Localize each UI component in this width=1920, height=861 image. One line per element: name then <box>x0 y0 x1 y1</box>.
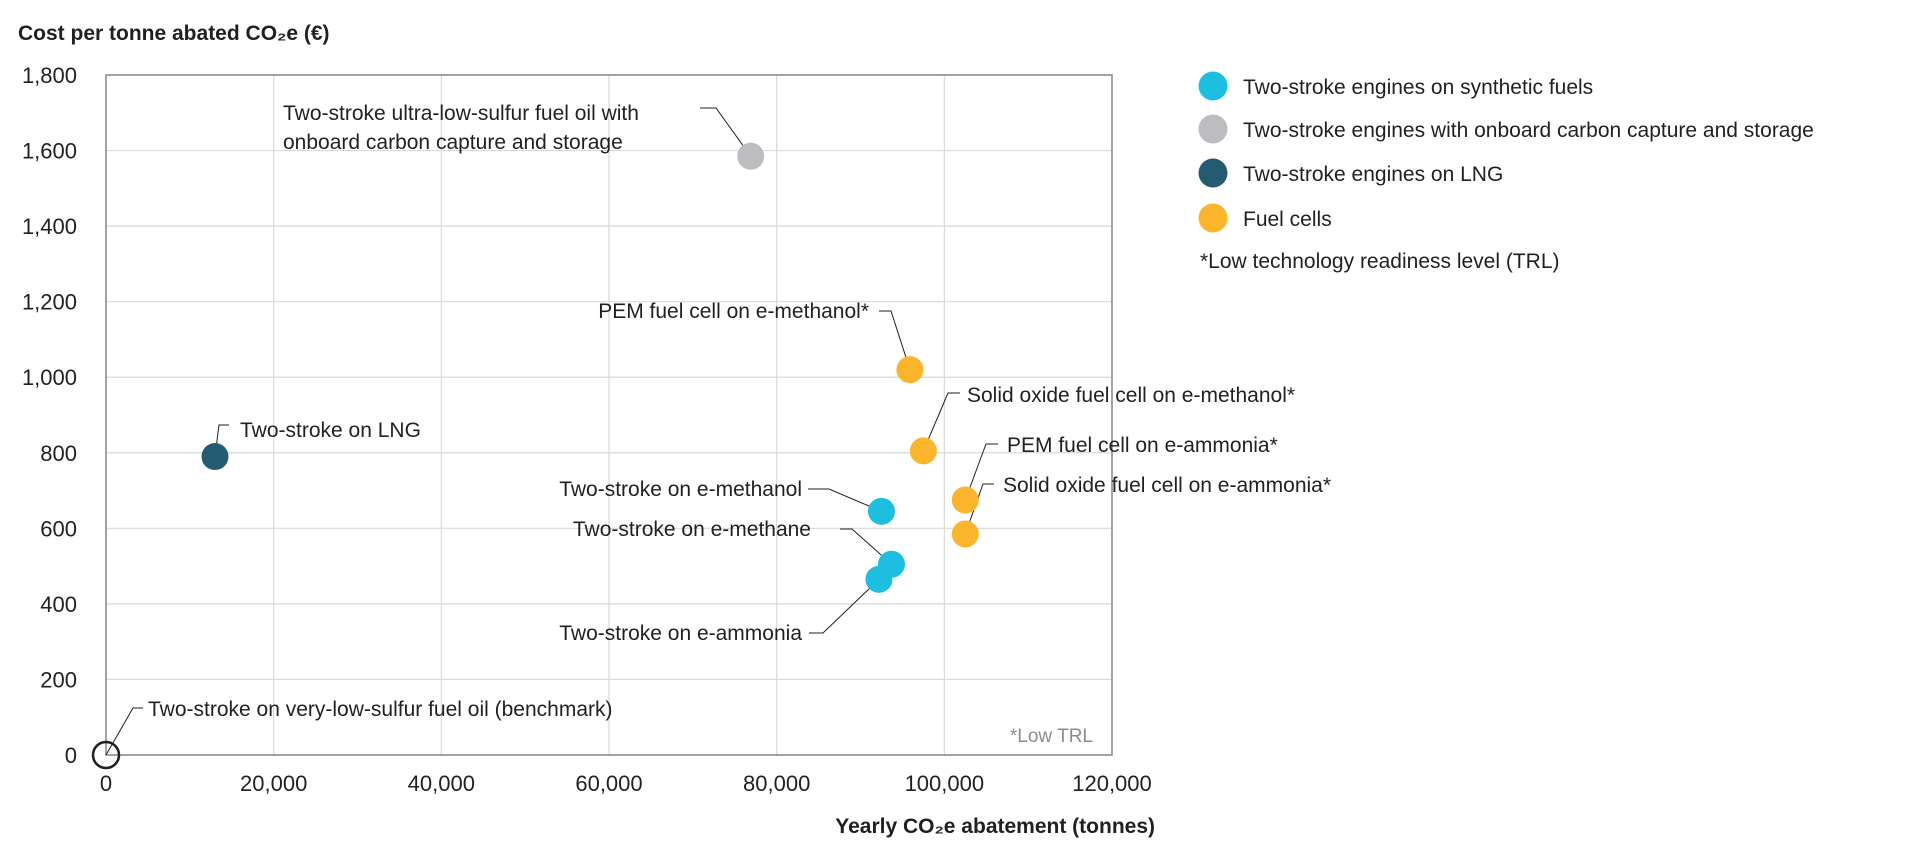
x-tick-label: 120,000 <box>1072 771 1152 796</box>
point-label: Two-stroke on LNG <box>240 419 421 442</box>
data-point-synthetic <box>867 497 895 525</box>
axis-ticks: 0 20,000 40,000 60,000 80,000 100,000 120,000 0… <box>22 63 1152 796</box>
point-label: Solid oxide fuel cell on e-methanol* <box>967 384 1295 407</box>
legend-item-synthetic: Two-stroke engines on synthetic fuels <box>1198 71 1593 101</box>
x-tick-label: 40,000 <box>408 771 475 796</box>
y-tick-label: 1,400 <box>22 214 77 239</box>
x-tick-label: 0 <box>100 771 112 796</box>
plot-note: *Low TRL <box>1010 726 1093 747</box>
leader-line <box>700 107 752 157</box>
x-tick-label: 20,000 <box>240 771 307 796</box>
y-tick-label: 0 <box>65 743 77 768</box>
legend: Two-stroke engines on synthetic fuels Two… <box>1198 71 1814 233</box>
point-label: Solid oxide fuel cell on e-ammonia* <box>1003 474 1331 497</box>
point-label: Two-stroke on e-ammonia <box>559 622 802 645</box>
data-point-fuelcell <box>909 437 937 465</box>
y-tick-label: 1,000 <box>22 365 77 390</box>
x-tick-label: 100,000 <box>905 771 985 796</box>
legend-swatch <box>1198 114 1228 144</box>
legend-item-ccs: Two-stroke engines with onboard carbon c… <box>1198 114 1814 144</box>
point-labels: Two-stroke on very-low-sulfur fuel oil (… <box>148 102 1331 721</box>
y-tick-label: 400 <box>40 592 77 617</box>
leader-line <box>809 578 880 634</box>
legend-item-fuelcell: Fuel cells <box>1198 203 1332 233</box>
y-tick-label: 200 <box>40 667 77 692</box>
y-axis-title: Cost per tonne abated CO₂e (€) <box>18 22 330 45</box>
leader-line <box>105 707 143 756</box>
legend-swatch <box>1198 203 1228 233</box>
legend-label: Fuel cells <box>1243 208 1332 231</box>
y-tick-label: 1,600 <box>22 139 77 164</box>
legend-note: *Low technology readiness level (TRL) <box>1200 250 1560 273</box>
legend-swatch <box>1198 158 1228 188</box>
leader-line <box>879 310 911 370</box>
data-point-ccs <box>737 142 765 170</box>
y-tick-label: 600 <box>40 516 77 541</box>
data-point-fuelcell <box>896 356 924 384</box>
legend-label: Two-stroke engines on LNG <box>1243 163 1503 186</box>
y-tick-label: 1,200 <box>22 290 77 315</box>
data-point-lng <box>201 443 229 471</box>
legend-swatch <box>1198 71 1228 101</box>
leader-line <box>964 443 998 501</box>
plot-frame <box>105 74 1113 756</box>
legend-item-lng: Two-stroke engines on LNG <box>1198 158 1503 188</box>
y-tick-label: 800 <box>40 441 77 466</box>
leader-line <box>964 483 994 535</box>
x-tick-label: 80,000 <box>743 771 810 796</box>
leader-line <box>840 528 892 565</box>
legend-label: Two-stroke engines on synthetic fuels <box>1243 76 1593 99</box>
data-points <box>91 142 979 770</box>
point-label: PEM fuel cell on e-ammonia* <box>1007 434 1278 457</box>
legend-label: Two-stroke engines with onboard carbon c… <box>1243 119 1814 142</box>
y-tick-label: 1,800 <box>22 63 77 88</box>
point-label: PEM fuel cell on e-methanol* <box>598 300 869 323</box>
point-label: Two-stroke on e-methanol <box>559 478 802 501</box>
data-point-fuelcell <box>951 486 979 514</box>
leader-line <box>808 488 882 512</box>
data-point-synthetic <box>865 565 893 593</box>
point-label: Two-stroke on e-methane <box>573 518 811 541</box>
grid <box>106 75 1112 755</box>
point-label: Two-stroke on very-low-sulfur fuel oil (… <box>148 698 612 721</box>
data-point-benchmark <box>91 740 121 770</box>
leader-lines <box>105 107 998 756</box>
x-axis-title: Yearly CO₂e abatement (tonnes) <box>835 815 1155 838</box>
leader-line <box>922 392 960 452</box>
x-tick-label: 60,000 <box>575 771 642 796</box>
data-point-fuelcell <box>951 520 979 548</box>
point-label: Two-stroke ultra-low-sulfur fuel oil wit… <box>283 102 639 154</box>
